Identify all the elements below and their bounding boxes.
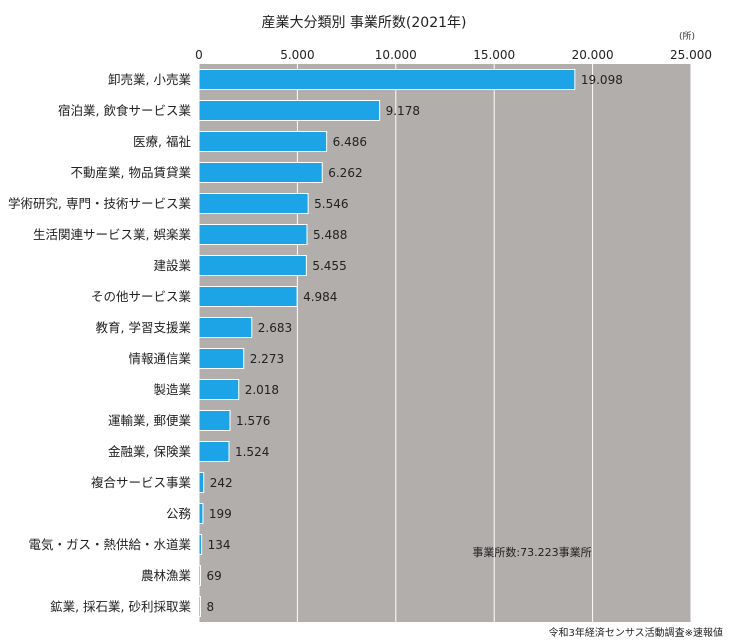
bar xyxy=(198,348,245,369)
value-label: 2.018 xyxy=(245,383,279,397)
value-label: 6.486 xyxy=(333,135,367,149)
x-tick-label: 5.000 xyxy=(280,48,314,62)
bar xyxy=(198,224,308,245)
bar xyxy=(198,503,204,524)
value-labels: 19.098 9.178 6.486 6.262 5.546 5.488 5.455 4.98… xyxy=(207,73,623,614)
bar xyxy=(198,596,201,617)
value-label: 8 xyxy=(207,600,215,614)
x-tick-label: 0 xyxy=(195,48,203,62)
bar xyxy=(198,255,307,276)
category-label: 鉱業, 採石業, 砂利採取業 xyxy=(50,599,191,614)
value-label: 69 xyxy=(207,569,222,583)
source-note: 令和3年経済センサス活動調査※速報値 xyxy=(548,626,723,639)
gridlines xyxy=(198,64,692,622)
category-label: 建設業 xyxy=(153,258,191,273)
bar xyxy=(198,565,201,586)
category-label: 生活関連サービス業, 娯楽業 xyxy=(33,227,191,242)
category-label: 金融業, 保険業 xyxy=(108,444,191,459)
category-label: 情報通信業 xyxy=(128,351,191,366)
bars xyxy=(198,69,576,617)
x-tick-label: 20.000 xyxy=(572,48,614,62)
total-annotation: 事業所数:73.223事業所 xyxy=(472,546,591,559)
category-label: 宿泊業, 飲食サービス業 xyxy=(58,103,191,118)
value-label: 9.178 xyxy=(386,104,420,118)
bar xyxy=(198,69,576,90)
x-axis-ticks: 0 5.000 10.000 15.000 20.000 25.000 xyxy=(195,48,712,62)
category-label: 医療, 福祉 xyxy=(133,134,191,149)
category-label: 複合サービス事業 xyxy=(91,475,192,490)
value-label: 1.524 xyxy=(235,445,269,459)
category-label: 農林漁業 xyxy=(141,568,192,583)
category-label: 運輸業, 郵便業 xyxy=(108,413,191,428)
category-label: 学術研究, 専門・技術サービス業 xyxy=(8,196,191,211)
category-label: 教育, 学習支援業 xyxy=(96,320,192,335)
value-label: 5.546 xyxy=(314,197,348,211)
chart-title: 産業大分類別 事業所数(2021年) xyxy=(261,15,466,31)
bar xyxy=(198,472,205,493)
bar xyxy=(198,534,203,555)
value-label: 199 xyxy=(209,507,232,521)
bar xyxy=(198,441,230,462)
value-label: 2.683 xyxy=(258,321,292,335)
value-label: 4.984 xyxy=(303,290,337,304)
x-tick-label: 25.000 xyxy=(670,48,712,62)
bar xyxy=(198,379,240,400)
value-label: 1.576 xyxy=(236,414,270,428)
category-label: 不動産業, 物品賃貸業 xyxy=(71,165,192,180)
category-label: その他サービス業 xyxy=(91,289,192,304)
category-label: 公務 xyxy=(166,506,192,521)
value-label: 6.262 xyxy=(328,166,362,180)
x-tick-label: 15.000 xyxy=(473,48,515,62)
value-label: 5.488 xyxy=(313,228,347,242)
bar xyxy=(198,410,231,431)
bar xyxy=(198,286,298,307)
value-label: 242 xyxy=(210,476,233,490)
category-label: 製造業 xyxy=(153,382,191,397)
value-label: 2.273 xyxy=(250,352,284,366)
bar xyxy=(198,193,309,214)
bar xyxy=(198,131,328,152)
category-label: 卸売業, 小売業 xyxy=(108,72,191,87)
bar xyxy=(198,100,381,121)
value-label: 5.455 xyxy=(312,259,346,273)
plot-background xyxy=(199,64,691,622)
unit-label: (所) xyxy=(679,31,695,42)
value-label: 134 xyxy=(208,538,231,552)
value-label: 19.098 xyxy=(581,73,623,87)
bar xyxy=(198,162,323,183)
category-label: 電気・ガス・熱供給・水道業 xyxy=(28,537,191,552)
x-tick-label: 10.000 xyxy=(375,48,417,62)
bar xyxy=(198,317,253,338)
